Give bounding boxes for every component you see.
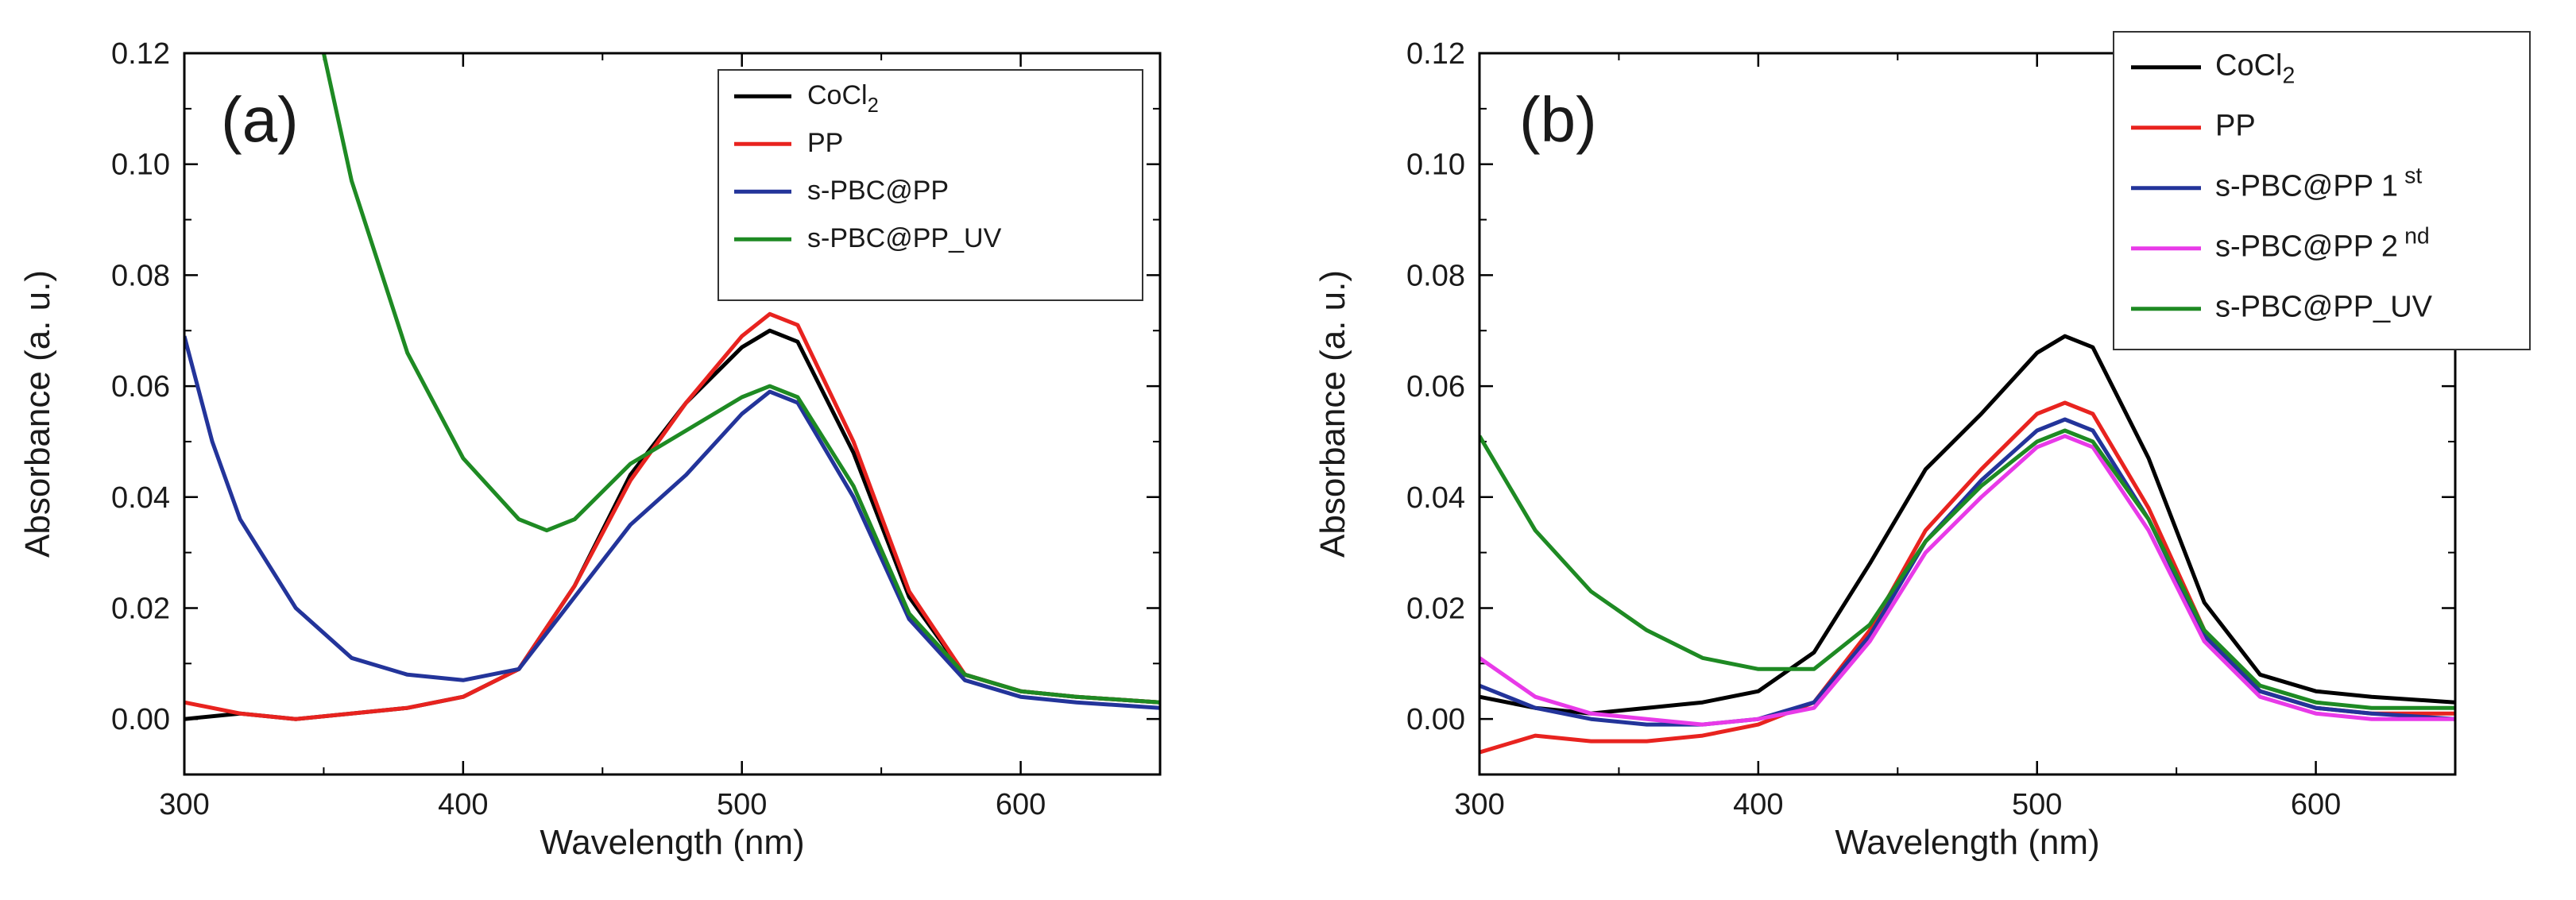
series-line-4 — [1479, 428, 2455, 710]
x-axis-title: Wavelength (nm) — [1835, 823, 2099, 862]
legend-box — [717, 69, 1143, 301]
y-tick-label: 0.04 — [1406, 481, 1465, 515]
x-tick-label: 400 — [1733, 788, 1783, 821]
x-axis-title: Wavelength (nm) — [540, 823, 804, 862]
legend-label: CoCl2 — [807, 80, 879, 117]
legend-label: PP — [2215, 110, 2256, 143]
legend-label: s-PBC@PP_UV — [807, 223, 1002, 253]
y-tick-label: 0.12 — [1406, 37, 1465, 71]
series-line-0 — [184, 328, 1160, 721]
x-tick-label: 500 — [2012, 788, 2062, 821]
y-tick-label: 0.12 — [111, 37, 170, 71]
series-line-0 — [1479, 334, 2455, 716]
plot-frame — [183, 52, 1162, 776]
y-tick-label: 0.10 — [111, 149, 170, 182]
panel-label: (b) — [1519, 84, 1597, 155]
chart-panel-a: 300 400 500 600 0.00 0.02 0.04 0.06 0.08 0.10 0.12… — [18, 37, 1162, 862]
series-line-2 — [1479, 417, 2455, 727]
y-axis-title: Absorbance (a. u.) — [1313, 270, 1352, 558]
x-tick-label: 500 — [717, 788, 767, 821]
y-tick-label: 0.00 — [1406, 703, 1465, 736]
x-tick-label: 300 — [1454, 788, 1504, 821]
y-tick-label: 0.06 — [111, 370, 170, 404]
y-tick-label: 0.02 — [111, 592, 170, 625]
y-tick-label: 0.02 — [1406, 592, 1465, 625]
y-tick-label: 0.00 — [111, 703, 170, 736]
y-tick-label: 0.10 — [1406, 149, 1465, 182]
panel-label: (a) — [221, 84, 299, 155]
plot-frame — [1478, 52, 2457, 776]
series-line-3 — [1479, 434, 2455, 727]
y-axis-title: Absorbance (a. u.) — [18, 270, 57, 558]
x-tick-label: 300 — [159, 788, 209, 821]
y-tick-label: 0.08 — [1406, 259, 1465, 292]
series-line-3 — [321, 53, 1160, 705]
series-line-1 — [184, 311, 1160, 721]
legend-label: CoCl2 — [2215, 49, 2295, 89]
x-tick-label: 600 — [2291, 788, 2341, 821]
legend-label: s-PBC@PP — [807, 176, 949, 206]
legend-label: s-PBC@PP_UV — [2215, 291, 2433, 324]
legend-box — [2113, 31, 2531, 350]
y-tick-label: 0.08 — [111, 259, 170, 292]
chart-panel-b: 300 400 500 600 0.00 0.02 0.04 0.06 0.08 0.10 0.12… — [1313, 31, 2531, 862]
legend: CoCl2 PP s-PBC@PP 1 st s-PBC@PP 2 nd s-PBC@PP_… — [2113, 31, 2531, 350]
legend: CoCl2 PP s-PBC@PP s-PBC@PP_UV — [717, 69, 1143, 301]
x-tick-label: 600 — [996, 788, 1046, 821]
y-tick-label: 0.04 — [111, 481, 170, 515]
legend-label: PP — [807, 128, 843, 158]
y-tick-label: 0.06 — [1406, 370, 1465, 404]
series-line-2 — [184, 335, 1160, 710]
x-tick-label: 400 — [438, 788, 488, 821]
